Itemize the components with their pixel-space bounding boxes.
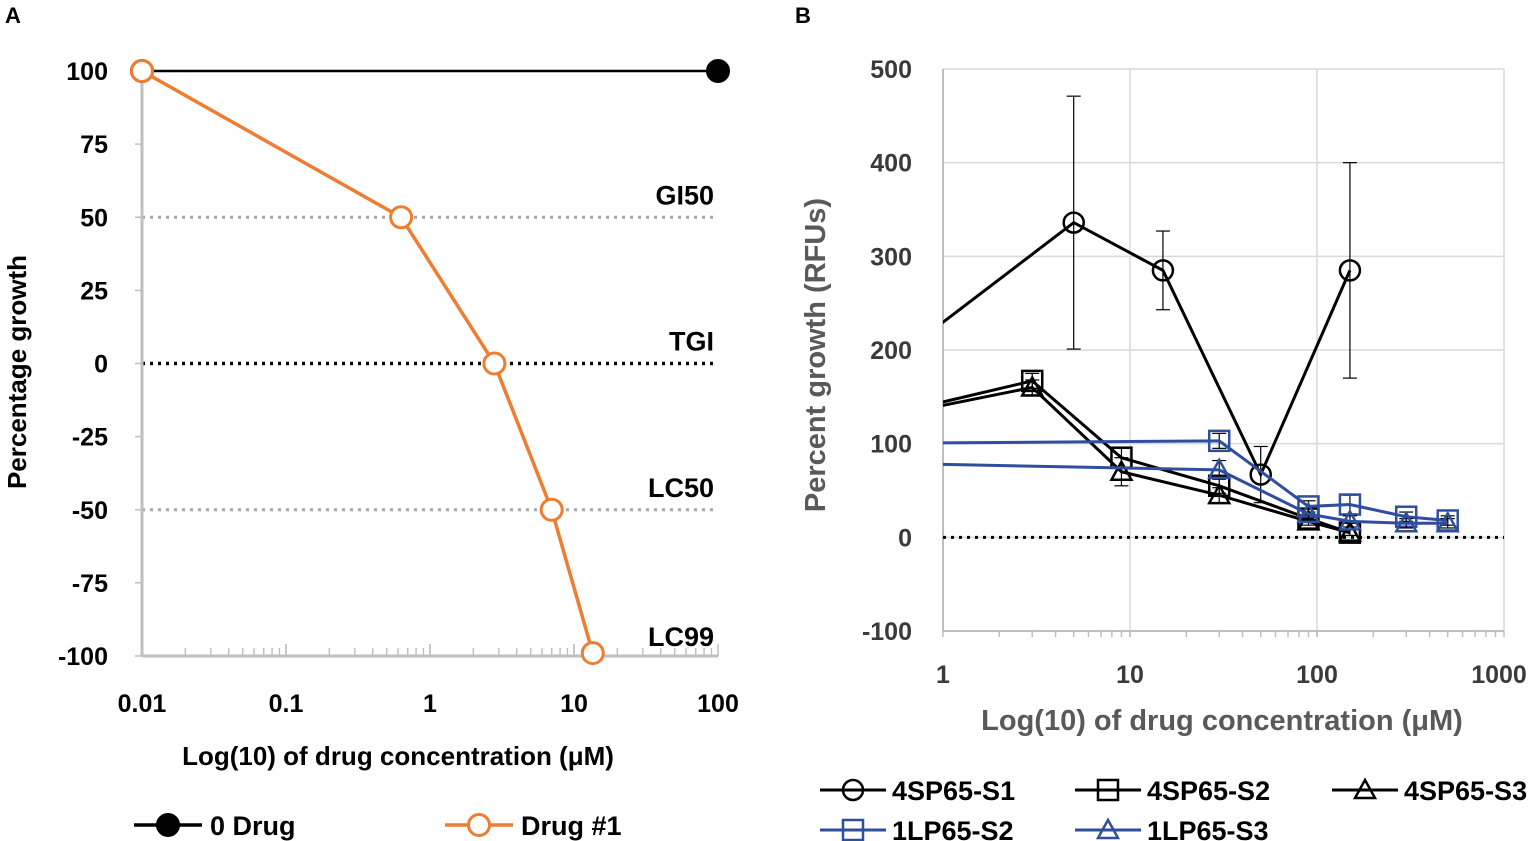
y-tick-label: 50 [80,204,108,232]
data-point-0-drug [706,59,730,83]
y-tick-label: -75 [72,570,108,598]
data-point-4sp65-s3 [1296,508,1321,531]
legend-label: 1LP65-S2 [892,816,1014,841]
x-tick-label: 100 [1296,661,1338,689]
series-0-drug [130,59,730,83]
legend-label: 1LP65-S3 [1147,816,1269,841]
panel-label-a: A [5,3,21,28]
y-tick-label: 100 [66,58,108,86]
y-tick-label: 75 [80,131,108,159]
panel-label-b: B [795,3,811,28]
series-4sp65-s1 [943,95,1362,504]
y-tick-label: 200 [870,337,912,365]
data-point-4sp65-s3 [1337,520,1363,542]
x-tick-label: 10 [560,690,588,718]
legend-label: 4SP65-S1 [892,776,1015,806]
data-point-4sp65-s3 [1109,459,1134,482]
data-point-drug-1 [539,497,564,522]
data-point-1lp65-s3 [1435,510,1460,533]
y-tick-label: 25 [80,277,108,305]
data-point-4sp65-s1 [1151,259,1175,282]
y-tick-label: -25 [72,424,108,452]
reference-label-lc50: LC50 [648,473,714,503]
x-axis-title: Log(10) of drug concentration (μM) [182,741,614,771]
reference-label-lc99: LC99 [648,622,714,652]
y-axis-title: Percentage growth [2,255,32,489]
x-tick-label: 1 [936,661,950,689]
y-tick-label: -100 [862,618,912,646]
legend-marker [841,778,865,802]
data-point-4sp65-s1 [1338,259,1362,282]
legend-label: 4SP65-S2 [1147,776,1270,806]
legend-marker [1095,817,1121,840]
legend-marker [467,813,491,837]
data-point-1lp65-s3 [1394,510,1419,533]
legend-label: 4SP65-S3 [1404,776,1527,806]
y-tick-label: 400 [870,150,912,178]
data-point-1lp65-s2 [1338,493,1362,516]
series-line-4sp65-s3 [943,385,1351,535]
data-point-1lp65-s3 [1296,501,1321,524]
data-point-4sp65-s3 [1020,374,1045,397]
x-tick-label: 100 [697,690,739,718]
series-line-1lp65-s2 [943,439,1448,522]
y-tick-label: -100 [58,643,108,671]
y-tick-label: 100 [870,431,912,459]
x-tick-label: 1 [423,690,437,718]
y-axis-title: Percent growth (RFUs) [800,198,832,512]
data-point-1lp65-s3 [1337,508,1363,531]
x-tick-label: 10 [1116,661,1144,689]
y-tick-label: 300 [870,243,912,271]
data-point-4sp65-s1 [1062,211,1085,234]
series-1lp65-s2 [943,429,1459,532]
legend-label: 0 Drug [210,811,296,841]
x-tick-label: 0.1 [269,690,304,718]
x-tick-label: 1000 [1471,661,1527,689]
x-tick-label: 0.01 [118,690,167,718]
x-axis-title: Log(10) of drug concentration (μM) [981,705,1463,737]
y-tick-label: -50 [72,497,108,525]
reference-label-gi50: GI50 [655,180,714,210]
data-point-4sp65-s3 [1207,482,1232,505]
legend-marker [156,813,180,837]
legend-marker [1352,777,1378,800]
series-4sp65-s3 [943,374,1363,542]
panel-a: A GI50 TGI LC50 LC99 100 75 50 25 0 -25 -50 -75 -100 0… [2,3,739,841]
y-tick-label: 500 [870,56,912,84]
series-4sp65-s2 [943,369,1362,544]
legend-marker [1096,778,1120,802]
reference-label-tgi: TGI [669,327,714,357]
series-1lp65-s3 [943,457,1460,533]
data-point-drug-1 [389,205,414,230]
data-point-drug-1 [482,351,507,376]
data-point-1lp65-s3 [1207,457,1232,480]
legend-marker [841,818,865,841]
y-tick-label: 0 [898,524,912,552]
data-point-drug-1 [580,641,605,666]
series-drug-1 [130,59,605,666]
legend-label: Drug #1 [521,811,622,841]
y-tick-label: 0 [94,351,108,379]
data-point-4sp65-s1 [1249,463,1272,486]
data-point-drug-1 [130,59,154,83]
data-point-1lp65-s2 [1207,429,1231,453]
series-line-4sp65-s1 [943,220,1352,479]
